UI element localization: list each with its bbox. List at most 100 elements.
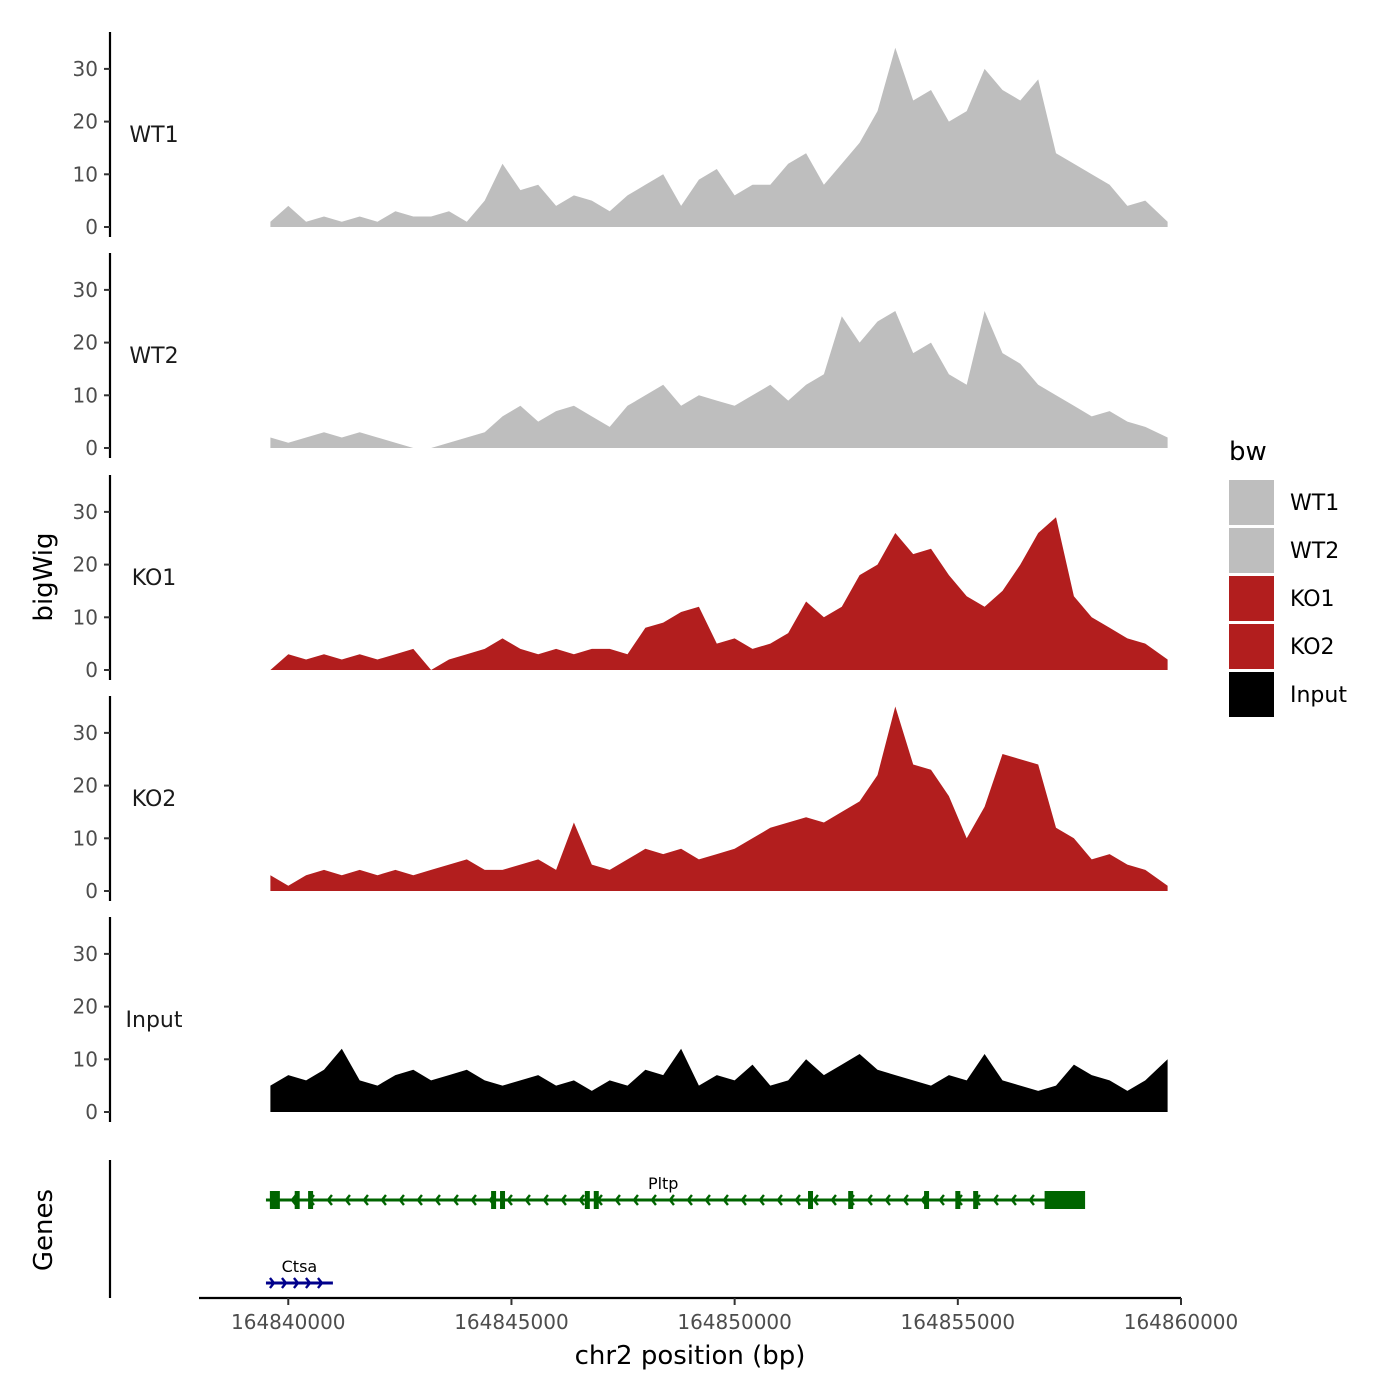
series-area-ko2	[270, 706, 1168, 891]
track-label-input: Input	[126, 1008, 183, 1033]
exon	[294, 1191, 300, 1209]
strand-arrow	[794, 1194, 801, 1206]
gene-name-label: Ctsa	[282, 1257, 318, 1276]
strand-arrow	[704, 1194, 711, 1206]
strand-arrow	[776, 1194, 783, 1206]
signal-tracks: 0 10 20 30 WT1 0 10 20 30 WT2 0 10 20 30 KO1 0 10 20 30 KO2…	[73, 32, 1168, 1124]
track-ko1: 0 10 20 30 KO1	[73, 475, 1168, 682]
y-tick-label: 20	[73, 110, 98, 134]
strand-arrow	[812, 1194, 819, 1206]
exon	[593, 1191, 599, 1209]
y-tick-label: 20	[73, 553, 98, 577]
y-tick-label: 30	[73, 57, 98, 81]
legend-key-input	[1229, 672, 1274, 717]
strand-arrow	[560, 1194, 567, 1206]
y-tick-label: 0	[85, 1100, 98, 1124]
strand-arrow	[758, 1194, 765, 1206]
legend: bw WT1 WT2 KO1 KO2 Input	[1229, 437, 1347, 717]
legend-label-input: Input	[1290, 683, 1347, 708]
strand-arrow	[434, 1194, 441, 1206]
exon	[269, 1191, 280, 1209]
exon	[808, 1191, 814, 1209]
strand-arrow	[293, 1277, 300, 1289]
y-tick-label: 10	[73, 605, 98, 629]
y-tick-label: 10	[73, 162, 98, 186]
strand-arrow	[884, 1194, 891, 1206]
legend-title: bw	[1229, 437, 1267, 467]
y-tick-label: 30	[73, 278, 98, 302]
strand-arrow	[938, 1194, 945, 1206]
track-ko2: 0 10 20 30 KO2	[73, 696, 1168, 903]
strand-arrow	[452, 1194, 459, 1206]
y-tick-label: 30	[73, 942, 98, 966]
strand-arrow	[305, 1277, 312, 1289]
strand-arrow	[542, 1194, 549, 1206]
strand-arrow	[866, 1194, 873, 1206]
x-tick-label: 164845000	[454, 1310, 569, 1334]
x-tick-label: 164840000	[231, 1310, 346, 1334]
strand-arrow	[470, 1194, 477, 1206]
strand-arrow	[269, 1277, 276, 1289]
strand-arrow	[362, 1194, 369, 1206]
strand-arrow	[290, 1194, 297, 1206]
gene-track: Pltp Ctsa	[108, 1160, 1086, 1298]
legend-label-wt1: WT1	[1290, 491, 1339, 516]
y-tick-label: 30	[73, 721, 98, 745]
exon-utr	[1047, 1191, 1086, 1209]
strand-arrow	[740, 1194, 747, 1206]
y-tick-label: 10	[73, 1047, 98, 1071]
legend-key-wt2	[1229, 528, 1274, 573]
gene-ctsa: Ctsa	[265, 1257, 333, 1289]
y-tick-label: 10	[73, 383, 98, 407]
strand-arrow	[992, 1194, 999, 1206]
x-tick-label: 164860000	[1124, 1310, 1239, 1334]
series-area-wt1	[270, 47, 1168, 227]
strand-arrow	[326, 1194, 333, 1206]
strand-arrow	[578, 1194, 585, 1206]
legend-key-wt1	[1229, 480, 1274, 525]
legend-label-ko2: KO2	[1290, 635, 1335, 660]
strand-arrow	[506, 1194, 513, 1206]
y-tick-label: 0	[85, 215, 98, 239]
legend-key-ko1	[1229, 576, 1274, 621]
x-axis: 164840000 164845000 164850000 164855000 1648…	[199, 1296, 1239, 1334]
strand-arrow	[686, 1194, 693, 1206]
x-axis-title: chr2 position (bp)	[575, 1341, 806, 1371]
exon	[491, 1191, 497, 1209]
strand-arrow	[722, 1194, 729, 1206]
y-tick-label: 0	[85, 436, 98, 460]
strand-arrow	[1028, 1194, 1035, 1206]
exon	[973, 1191, 979, 1209]
series-area-input	[270, 1048, 1168, 1112]
x-tick-label: 164855000	[901, 1310, 1016, 1334]
track-label-ko1: KO1	[132, 566, 177, 591]
track-label-wt2: WT2	[129, 344, 178, 369]
exon	[955, 1191, 961, 1209]
y-tick-label: 10	[73, 826, 98, 850]
strand-arrow	[344, 1194, 351, 1206]
y-tick-label: 0	[85, 879, 98, 903]
strand-arrow	[830, 1194, 837, 1206]
y-tick-label: 20	[73, 774, 98, 798]
legend-label-ko1: KO1	[1290, 587, 1335, 612]
exon	[500, 1191, 506, 1209]
y-tick-label: 0	[85, 658, 98, 682]
y-tick-label: 20	[73, 995, 98, 1019]
strand-arrow	[380, 1194, 387, 1206]
strand-arrow	[281, 1277, 288, 1289]
legend-label-wt2: WT2	[1290, 539, 1339, 564]
exon	[848, 1191, 854, 1209]
y-tick-label: 20	[73, 331, 98, 355]
strand-arrow	[632, 1194, 639, 1206]
strand-arrow	[902, 1194, 909, 1206]
strand-arrow	[416, 1194, 423, 1206]
strand-arrow	[398, 1194, 405, 1206]
gene-name-label: Pltp	[648, 1174, 679, 1193]
legend-key-ko2	[1229, 624, 1274, 669]
genes-axis-title: Genes	[29, 1189, 59, 1271]
track-label-ko2: KO2	[132, 787, 177, 812]
strand-arrow	[614, 1194, 621, 1206]
track-label-wt1: WT1	[129, 123, 178, 148]
track-wt2: 0 10 20 30 WT2	[73, 253, 1168, 460]
